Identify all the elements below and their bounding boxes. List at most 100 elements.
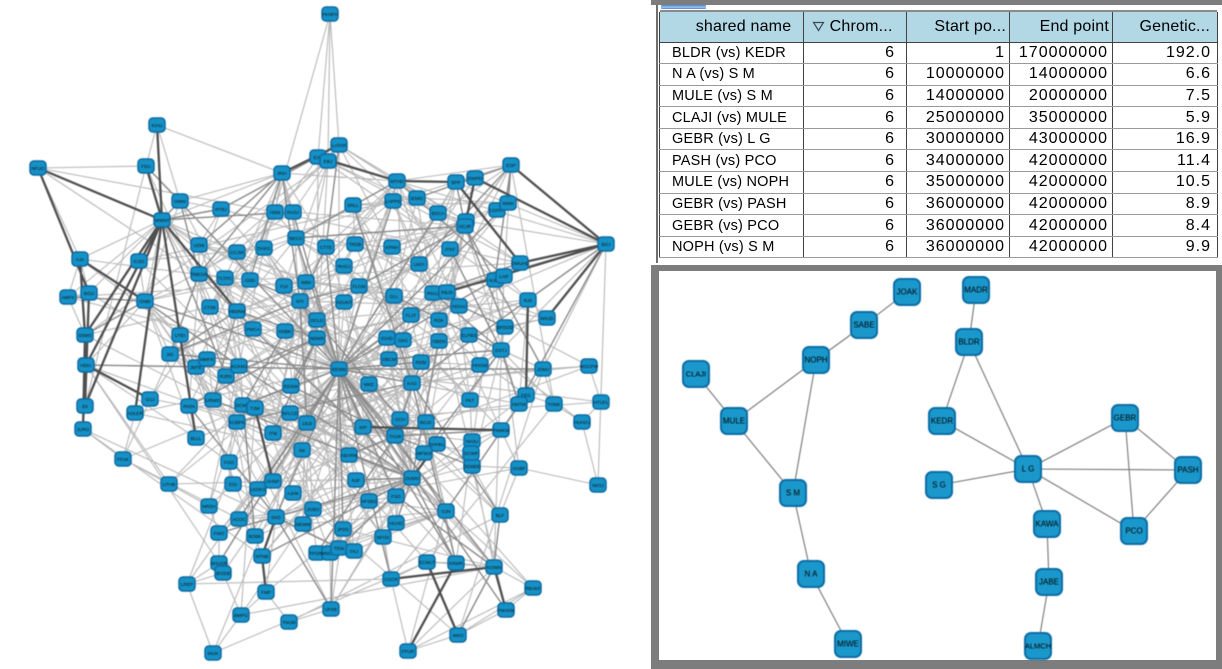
svg-text:BOBK: BOBK: [249, 534, 263, 539]
svg-text:NJS: NJS: [524, 298, 533, 303]
svg-text:MTHD: MTHD: [390, 179, 404, 184]
svg-text:HOAU: HOAU: [452, 304, 465, 309]
svg-text:JGBO: JGBO: [307, 507, 320, 512]
svg-text:KFLCD: KFLCD: [282, 411, 298, 416]
svg-text:BPP: BPP: [451, 180, 460, 185]
svg-text:NEWM: NEWM: [296, 522, 311, 527]
svg-text:KNBK: KNBK: [279, 329, 292, 334]
svg-text:NTI: NTI: [296, 299, 303, 304]
svg-text:TEW: TEW: [334, 546, 345, 551]
svg-text:BECG: BECG: [289, 236, 302, 241]
svg-text:AJHK: AJHK: [287, 491, 300, 496]
svg-text:INI: INI: [299, 448, 305, 453]
svg-text:LREP: LREP: [181, 582, 193, 587]
svg-text:IEMIC: IEMIC: [411, 196, 424, 201]
svg-text:EBJ: EBJ: [324, 159, 332, 164]
svg-text:FDU: FDU: [141, 164, 150, 169]
svg-text:UFDE: UFDE: [325, 607, 338, 612]
svg-text:BMPG: BMPG: [234, 613, 248, 618]
svg-text:JOMJ: JOMJ: [537, 367, 549, 372]
svg-text:AHNP: AHNP: [267, 479, 280, 484]
svg-text:UKFI: UKFI: [414, 262, 424, 267]
svg-text:FPUR: FPUR: [402, 649, 415, 654]
svg-text:KRMR: KRMR: [449, 561, 463, 566]
svg-text:CTTE: CTTE: [320, 245, 332, 250]
svg-text:URWG: URWG: [206, 398, 221, 403]
svg-text:EGP: EGP: [506, 163, 516, 168]
svg-text:OBCM: OBCM: [382, 357, 396, 362]
svg-text:RIGN: RIGN: [183, 404, 194, 409]
svg-text:PASH: PASH: [1177, 466, 1198, 475]
svg-text:EII: EII: [82, 404, 88, 409]
svg-text:KEDR: KEDR: [931, 417, 953, 426]
svg-text:JJLD: JJLD: [302, 421, 313, 426]
svg-text:LHPPE: LHPPE: [385, 199, 400, 204]
svg-text:ACOC: ACOC: [232, 517, 246, 522]
svg-text:GDD: GDD: [245, 278, 256, 283]
svg-text:GLL: GLL: [390, 294, 399, 299]
svg-text:BLDR: BLDR: [958, 338, 980, 347]
svg-text:TLTPC: TLTPC: [218, 276, 233, 281]
svg-text:UTHB: UTHB: [163, 482, 176, 487]
svg-text:L G: L G: [1022, 465, 1035, 474]
svg-text:MIWE: MIWE: [837, 640, 859, 649]
svg-text:PMCA: PMCA: [246, 327, 260, 332]
svg-text:FFAK: FFAK: [117, 457, 129, 462]
svg-text:TNUM: TNUM: [282, 620, 295, 625]
svg-text:KCKMJ: KCKMJ: [231, 364, 247, 369]
svg-text:HDM: HDM: [270, 210, 281, 215]
svg-text:JEGDE: JEGDE: [215, 571, 230, 576]
svg-text:FSO: FSO: [391, 494, 401, 499]
svg-text:HTUFL: HTUFL: [594, 400, 609, 405]
svg-text:PKT: PKT: [466, 398, 475, 403]
svg-text:UDW: UDW: [194, 243, 206, 248]
svg-text:HCHO: HCHO: [389, 521, 403, 526]
svg-text:TNMKM: TNMKM: [493, 428, 510, 433]
svg-text:ALMCH: ALMCH: [1025, 642, 1051, 651]
svg-text:SABE: SABE: [853, 321, 874, 330]
svg-text:WKO: WKO: [453, 633, 464, 638]
svg-text:OWUHD: OWUHD: [511, 261, 530, 266]
svg-text:KAG: KAG: [407, 381, 417, 386]
svg-text:WNCWC: WNCWC: [321, 551, 340, 556]
svg-text:BPDOD: BPDOD: [497, 325, 514, 330]
svg-text:DCWP: DCWP: [464, 451, 478, 456]
svg-text:JIG: JIG: [166, 352, 174, 357]
svg-text:HBDNM: HBDNM: [229, 309, 246, 314]
svg-text:NRDH: NRDH: [202, 504, 215, 509]
svg-text:BLF: BLF: [496, 513, 505, 518]
svg-text:MKE: MKE: [364, 382, 374, 387]
svg-text:BGIJ: BGIJ: [84, 291, 94, 296]
svg-text:N A: N A: [805, 570, 819, 579]
svg-text:EEWB: EEWB: [332, 367, 346, 372]
svg-text:OABP: OABP: [513, 466, 526, 471]
svg-text:JPDS: JPDS: [337, 527, 349, 532]
svg-text:RDK: RDK: [434, 318, 445, 323]
svg-text:PCO: PCO: [1125, 527, 1142, 536]
svg-text:SSMS: SSMS: [78, 333, 91, 338]
svg-text:PAOJ: PAOJ: [287, 210, 299, 215]
svg-text:MFWJI: MFWJI: [417, 451, 432, 456]
svg-text:OBEN: OBEN: [432, 339, 445, 344]
svg-text:DAKG: DAKG: [257, 246, 270, 251]
svg-text:GEBR: GEBR: [1114, 414, 1137, 423]
svg-text:S M: S M: [786, 489, 801, 498]
svg-text:NJCE: NJCE: [489, 278, 501, 283]
svg-text:OJN: OJN: [441, 509, 450, 514]
svg-text:NJF: NJF: [352, 478, 361, 483]
svg-text:AWFK: AWFK: [61, 295, 75, 300]
svg-text:RTBJ: RTBJ: [215, 207, 226, 212]
svg-text:BSCA: BSCA: [432, 211, 445, 216]
svg-text:TALW: TALW: [389, 434, 402, 439]
svg-text:BLLL: BLLL: [191, 436, 202, 441]
svg-text:FKJ: FKJ: [350, 549, 358, 554]
svg-text:EJO: EJO: [314, 155, 323, 160]
svg-text:OUMS: OUMS: [405, 476, 419, 481]
svg-text:GUJ: GUJ: [145, 397, 154, 402]
svg-text:TPGRF: TPGRF: [309, 551, 325, 556]
svg-text:FGO: FGO: [224, 460, 234, 465]
svg-text:CTSK: CTSK: [204, 305, 217, 310]
svg-text:CLAJI: CLAJI: [686, 370, 706, 379]
svg-text:IRIH: IRIH: [277, 171, 286, 176]
svg-text:KUBPK: KUBPK: [229, 420, 246, 425]
